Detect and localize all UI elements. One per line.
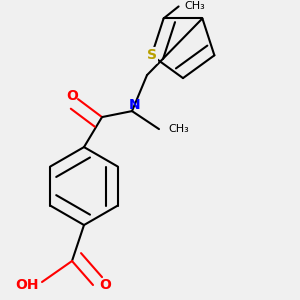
Text: S: S xyxy=(147,48,157,62)
Text: CH₃: CH₃ xyxy=(168,124,189,134)
Text: N: N xyxy=(129,98,141,112)
Text: CH₃: CH₃ xyxy=(184,2,206,11)
Text: O: O xyxy=(66,89,78,103)
Text: OH: OH xyxy=(16,278,39,292)
Text: O: O xyxy=(99,278,111,292)
